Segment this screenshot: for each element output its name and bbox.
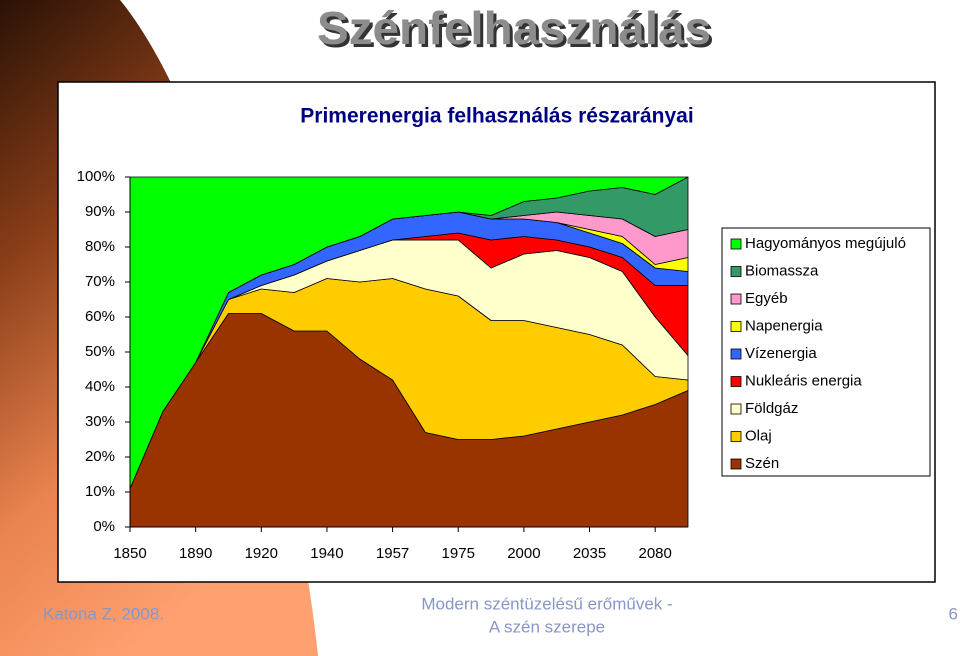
plot: 0% 10% 20% 30% 40% 50% 60% 70% 80% 90% 100% 1850 189…: [77, 168, 931, 562]
slide-title-shadow: Szénfelhasználás: [320, 5, 714, 57]
y-tick-label: 70%: [85, 273, 115, 290]
area: [129, 176, 689, 489]
legend-label: Olaj: [745, 427, 772, 444]
slide-title: Szénfelhasználás: [317, 2, 711, 54]
legend-swatch: [730, 403, 742, 415]
y-tick-label: 30%: [85, 413, 115, 430]
y-tick-label: 10%: [85, 483, 115, 500]
x-tick-label: 1975: [442, 545, 475, 562]
legend-swatch: [730, 458, 742, 470]
chart-title: Primerenergia felhasználás részarányai: [300, 105, 693, 128]
y-tick-label: 100%: [77, 168, 115, 185]
legend-swatch: [730, 348, 742, 360]
legend-swatch: [730, 321, 742, 332]
x-tick-label: 1920: [245, 545, 278, 562]
y-tick-label: 80%: [85, 238, 115, 255]
legend-label: Szén: [745, 455, 779, 472]
legend-label: Hagyományos megújuló: [745, 235, 906, 252]
y-tick-label: 40%: [85, 378, 115, 395]
footer-center: Modern széntüzelésű erőművek -: [421, 594, 672, 613]
legend-swatch: [730, 376, 742, 387]
y-tick-label: 50%: [85, 343, 115, 360]
legend-swatch: [730, 293, 742, 305]
y-tick-label: 90%: [85, 203, 115, 220]
legend-swatch: [730, 431, 742, 442]
x-tick-label: 2080: [638, 545, 671, 562]
x-tick-label: 1890: [179, 545, 212, 562]
x-tick-label: 2000: [507, 545, 540, 562]
x-tick-label: 2035: [573, 545, 606, 562]
footer-center: A szén szerepe: [489, 617, 605, 636]
legend-label: Egyéb: [745, 290, 788, 307]
y-tick-label: 0%: [93, 518, 115, 535]
x-tick-label: 1957: [376, 545, 409, 562]
legend-label: Vízenergia: [745, 345, 817, 362]
footer-left: Katona Z, 2008.: [43, 604, 164, 623]
x-tick-label: 1940: [310, 545, 343, 562]
legend-label: Napenergia: [745, 317, 823, 334]
y-tick-label: 60%: [85, 308, 115, 325]
y-tick-label: 20%: [85, 448, 115, 465]
x-tick-label: 1850: [113, 545, 146, 562]
page-number: 6: [949, 604, 958, 623]
legend-box: [721, 227, 931, 477]
legend-swatch: [730, 238, 742, 250]
legend-label: Biomassza: [745, 262, 819, 279]
legend-swatch: [730, 266, 742, 277]
legend-label: Nukleáris energia: [745, 372, 862, 389]
legend-label: Földgáz: [745, 400, 798, 417]
